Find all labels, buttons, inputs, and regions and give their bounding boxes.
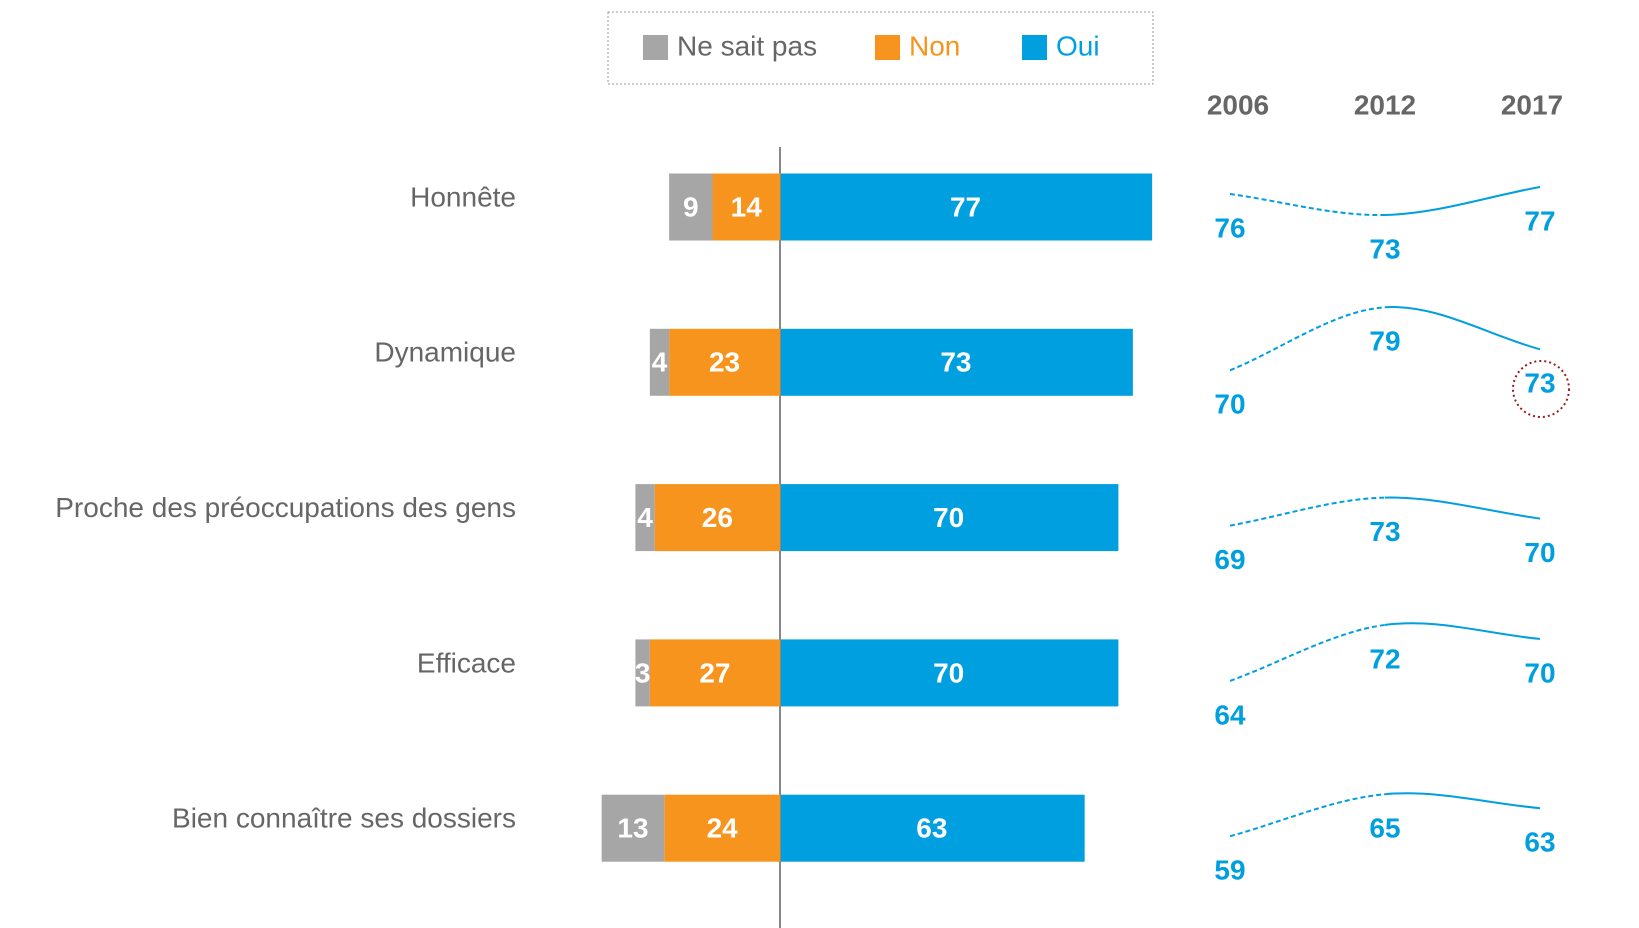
trend-line <box>1384 306 1541 351</box>
trend-line <box>1384 622 1541 640</box>
legend-label: Oui <box>1056 30 1100 61</box>
trend-value-label: 79 <box>1369 326 1400 357</box>
year-header: 2006 <box>1207 89 1269 120</box>
bar-segment <box>635 484 655 552</box>
bar-segment <box>635 639 650 707</box>
legend-swatch <box>1022 35 1047 60</box>
bar-segment <box>654 484 780 552</box>
category-label: Honnête <box>410 181 516 212</box>
legend-label: Non <box>909 30 960 61</box>
bar-segment <box>781 484 1119 552</box>
bar-value-label: 77 <box>950 191 981 222</box>
trend-line <box>1384 186 1541 216</box>
bar-segment <box>781 173 1153 241</box>
bar-value-label: 3 <box>635 657 651 688</box>
bar-segment <box>669 328 780 396</box>
bar-value-label: 63 <box>916 813 947 844</box>
bar-segment <box>649 328 670 396</box>
bar-value-label: 9 <box>683 191 699 222</box>
bar-value-label: 73 <box>940 347 971 378</box>
trend-line <box>1384 792 1541 810</box>
bar-value-label: 14 <box>731 191 763 222</box>
trend-value-label: 73 <box>1369 233 1400 264</box>
bar-value-label: 70 <box>933 502 964 533</box>
bar-value-label: 70 <box>933 657 964 688</box>
trend-value-label: 73 <box>1524 368 1555 399</box>
year-header: 2012 <box>1354 89 1416 120</box>
legend-box <box>607 11 1154 85</box>
category-label: Proche des préoccupations des gens <box>55 492 516 523</box>
bar-segment <box>669 173 713 241</box>
trend-value-label: 64 <box>1214 699 1246 730</box>
bar-segment <box>649 639 780 707</box>
trend-line-dashed <box>1229 496 1386 527</box>
category-label: Bien connaître ses dossiers <box>172 803 516 834</box>
trend-line <box>1384 496 1541 520</box>
trend-value-label: 65 <box>1369 813 1400 844</box>
legend-swatch <box>875 35 900 60</box>
bar-value-label: 27 <box>699 657 730 688</box>
bar-segment <box>781 328 1133 396</box>
bar-value-label: 13 <box>617 813 648 844</box>
legend-label: Ne sait pas <box>677 30 817 61</box>
trend-value-label: 70 <box>1524 537 1555 568</box>
bar-segment <box>664 794 780 862</box>
legend-swatch <box>643 35 668 60</box>
bar-value-label: 24 <box>707 813 739 844</box>
trend-value-label: 59 <box>1214 855 1245 886</box>
trend-value-label: 70 <box>1214 389 1245 420</box>
category-label: Efficace <box>417 647 516 678</box>
bar-segment <box>781 794 1085 862</box>
trend-value-label: 69 <box>1214 544 1245 575</box>
trend-value-label: 77 <box>1524 205 1555 236</box>
bar-value-label: 4 <box>652 347 668 378</box>
category-label: Dynamique <box>374 337 516 368</box>
bar-segment <box>712 173 780 241</box>
bar-value-label: 4 <box>637 502 653 533</box>
trend-value-label: 63 <box>1524 827 1555 858</box>
year-header: 2017 <box>1501 89 1563 120</box>
trend-value-label: 73 <box>1369 516 1400 547</box>
trend-value-label: 76 <box>1214 212 1245 243</box>
bar-value-label: 23 <box>709 347 740 378</box>
trend-value-label: 70 <box>1524 657 1555 688</box>
bar-value-label: 26 <box>702 502 733 533</box>
trend-line-dashed <box>1229 193 1386 217</box>
bar-segment <box>781 639 1119 707</box>
trend-line-dashed <box>1229 306 1386 372</box>
trend-line-dashed <box>1229 623 1386 682</box>
highlight-circle <box>1512 360 1570 418</box>
bar-segment <box>601 794 665 862</box>
trend-line-dashed <box>1229 793 1386 838</box>
trend-value-label: 72 <box>1369 643 1400 674</box>
